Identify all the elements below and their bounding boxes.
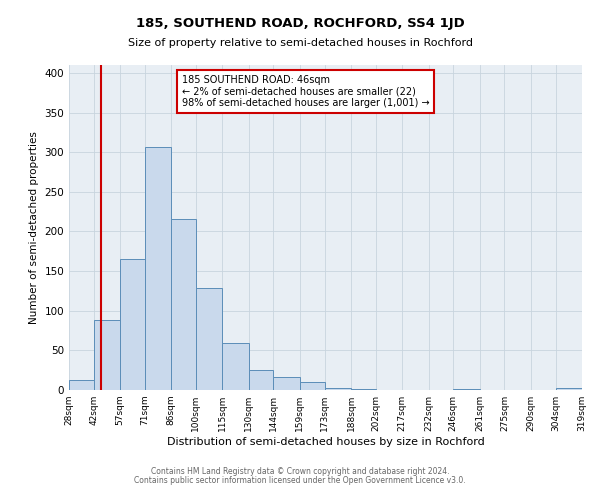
Bar xyxy=(274,376,300,390)
Bar xyxy=(325,388,351,390)
Bar xyxy=(94,320,120,390)
Bar xyxy=(145,148,171,390)
Text: Contains HM Land Registry data © Crown copyright and database right 2024.: Contains HM Land Registry data © Crown c… xyxy=(151,467,449,476)
Bar xyxy=(223,343,249,390)
Text: Contains public sector information licensed under the Open Government Licence v3: Contains public sector information licen… xyxy=(134,476,466,485)
X-axis label: Distribution of semi-detached houses by size in Rochford: Distribution of semi-detached houses by … xyxy=(167,437,484,447)
Text: Size of property relative to semi-detached houses in Rochford: Size of property relative to semi-detach… xyxy=(128,38,473,48)
Bar xyxy=(556,388,582,390)
Text: 185 SOUTHEND ROAD: 46sqm
← 2% of semi-detached houses are smaller (22)
98% of se: 185 SOUTHEND ROAD: 46sqm ← 2% of semi-de… xyxy=(182,74,430,108)
Bar xyxy=(300,382,325,390)
Bar xyxy=(196,288,223,390)
Text: 185, SOUTHEND ROAD, ROCHFORD, SS4 1JD: 185, SOUTHEND ROAD, ROCHFORD, SS4 1JD xyxy=(136,18,464,30)
Bar xyxy=(454,389,480,390)
Y-axis label: Number of semi-detached properties: Number of semi-detached properties xyxy=(29,131,39,324)
Bar xyxy=(69,380,94,390)
Bar xyxy=(120,259,145,390)
Bar xyxy=(249,370,274,390)
Bar xyxy=(171,219,196,390)
Bar xyxy=(351,389,376,390)
